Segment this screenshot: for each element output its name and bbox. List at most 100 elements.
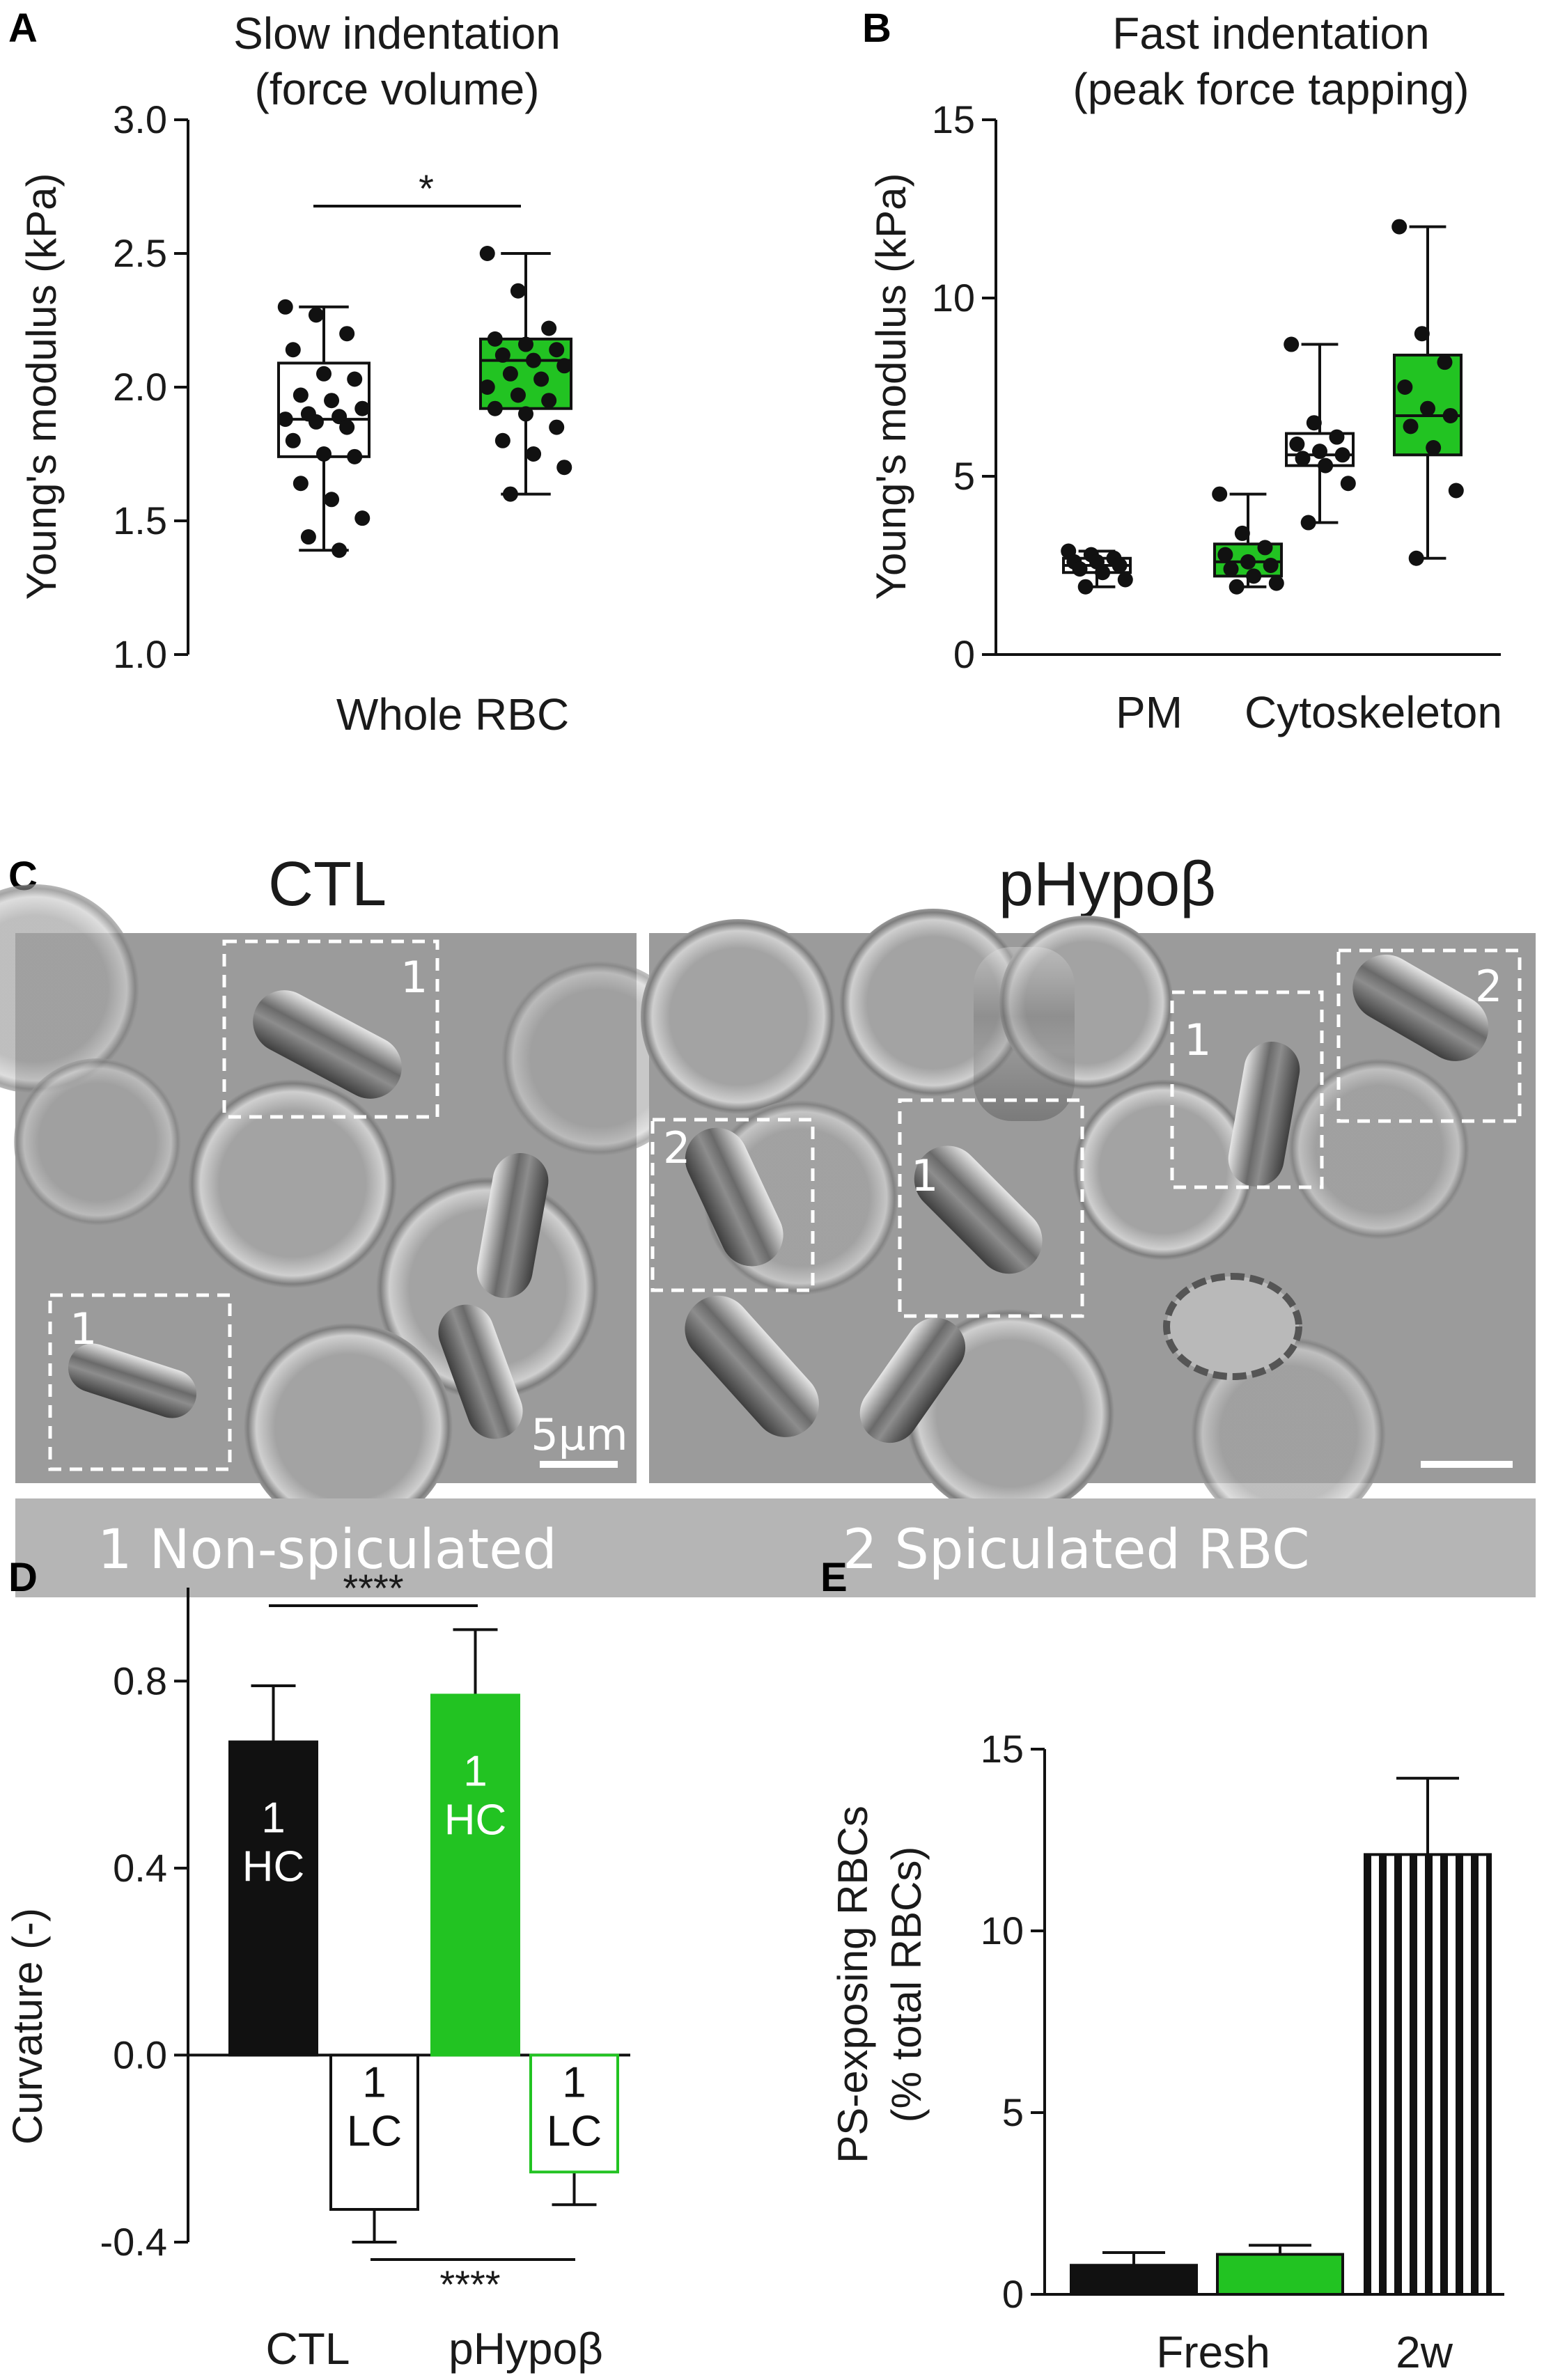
panel-d-bar: [228, 1740, 318, 2057]
panel-e-category-2w: 2w: [1396, 2327, 1453, 2377]
panel-d-y-tick-label: 0.4: [113, 1846, 167, 1890]
panel-a-data-point: [354, 510, 371, 526]
panel-a-x-axis-label: Whole RBC: [336, 689, 569, 739]
panel-a-data-point: [293, 387, 309, 403]
phypo-cell-4: [1352, 955, 1489, 1061]
ctl-box-1-number: 1: [400, 952, 428, 1003]
ctl-title: CTL: [268, 850, 387, 919]
panel-b-data-point: [1240, 554, 1256, 570]
panel-b-data-point: [1229, 579, 1245, 595]
ctl-scale-bar-label: 5µm: [531, 1409, 627, 1460]
panel-e-y-tick-label: 5: [1002, 2090, 1024, 2134]
panel-a-y-axis-label: Young's modulus (kPa): [18, 173, 65, 600]
panel-a-data-point: [549, 342, 565, 358]
legend-banner: [15, 1498, 1536, 1597]
panel-e-bar: [1216, 2253, 1344, 2296]
panel-d-bar: [430, 1693, 520, 2057]
panel-label-a: A: [8, 6, 38, 51]
ctl-micrograph: 1 1 5µm: [0, 884, 696, 1532]
panel-b-title-line-2: (peak force tapping): [1073, 64, 1469, 114]
panel-b-y-tick-label: 15: [932, 97, 975, 141]
panel-a-data-point: [300, 529, 316, 545]
panel-b-data-point: [1340, 476, 1356, 492]
panel-a-y-axis: 1.0 1.5 2.0 2.5 3.0: [113, 97, 189, 676]
panel-a-y-tick-label: 1.5: [113, 499, 167, 542]
legend-banner-spiculated: 2 Spiculated RBC: [843, 1519, 1310, 1581]
panel-d-category-phypo: pHypoβ: [449, 2324, 603, 2374]
panel-a-data-point: [316, 446, 332, 462]
panel-a-data-point: [487, 331, 503, 347]
panel-a-data-point: [526, 446, 542, 462]
panel-d-bar-label-class: HC: [242, 1843, 305, 1891]
phypo-cell-2: [914, 1145, 1043, 1274]
panel-a-data-point: [308, 307, 324, 323]
panel-a-data-point: [324, 492, 340, 508]
panel-a-data-point: [354, 400, 371, 416]
panel-d-y-tick-label: -0.4: [100, 2220, 168, 2264]
panel-b-data-point: [1397, 379, 1413, 395]
panel-d-significance-mark-bottom: ****: [439, 2262, 500, 2306]
panel-b-title-line-1: Fast indentation: [1112, 8, 1429, 58]
panel-a-data-point: [541, 320, 557, 336]
panel-a-data-point: [533, 371, 549, 387]
panel-b-y-axis: 0 5 10 15: [932, 97, 1501, 676]
panel-a-data-point: [339, 326, 355, 342]
ctl-cell-3: [476, 1153, 549, 1299]
panel-e-bar: [1070, 2264, 1198, 2296]
panel-b-data-point: [1300, 515, 1316, 531]
panel-b-data-point: [1318, 457, 1334, 473]
panel-c-micrographs: C CTL pHypoβ 1 1 5µm: [0, 850, 1536, 1597]
panel-b-data-point: [1442, 407, 1458, 423]
panel-d-bar-label-number: 1: [261, 1794, 285, 1842]
ctl-highlight-box-2: [48, 1293, 232, 1471]
phypo-highlight-box-3: [1170, 990, 1324, 1189]
panel-a-y-tick-label: 3.0: [113, 97, 167, 141]
panel-b-data-point: [1284, 336, 1300, 352]
panel-e-y-tick-label: 0: [1002, 2272, 1024, 2316]
panel-b-data-point: [1072, 561, 1088, 577]
panel-a-y-tick-label: 2.0: [113, 365, 167, 409]
panel-e-y-axis-label-line-2: (% total RBCs): [883, 1847, 930, 2123]
panel-e-y-tick-label: 15: [981, 1727, 1024, 1771]
phypo-box-4-number: 2: [1475, 961, 1502, 1012]
panel-b-category-cytoskeleton: Cytoskeleton: [1245, 687, 1502, 737]
panel-b-data-point: [1257, 540, 1273, 556]
phypo-scale-bar: [1421, 1461, 1513, 1468]
panel-d-bar-label-number: 1: [463, 1747, 487, 1795]
panel-b-data-point: [1263, 558, 1279, 573]
panel-b-data-point: [1268, 575, 1284, 591]
panel-d-significance-mark-top: ****: [343, 1566, 403, 1610]
panel-e-bar: [1364, 1853, 1492, 2296]
phypo-micrograph: 2 1 1 2: [641, 909, 1536, 1532]
panel-a-data-point: [526, 352, 542, 368]
panel-b-data-point: [1112, 558, 1128, 573]
phypo-spiculated-cell: [1163, 1273, 1302, 1380]
panel-a-data-point: [541, 393, 557, 409]
panel-a-data-point: [308, 414, 324, 430]
panel-b-data-point: [1289, 436, 1305, 452]
ctl-scale-bar: [540, 1461, 618, 1468]
panel-a-data-point: [339, 419, 355, 435]
panel-a-data-point: [285, 432, 301, 448]
panel-e-y-axis-label-line-1: PS-exposing RBCs: [829, 1806, 876, 2163]
panel-a-data-point: [502, 486, 518, 502]
panel-a-data-point: [556, 358, 572, 374]
phypo-title: pHypoβ: [999, 850, 1216, 919]
panel-b-y-tick-label: 5: [953, 454, 975, 498]
panel-a-data-point: [556, 460, 572, 476]
panel-a-title-line-1: Slow indentation: [233, 8, 561, 58]
panel-a-data-point: [316, 366, 332, 382]
panel-a-data-point: [332, 409, 348, 425]
panel-a-data-point: [324, 393, 340, 409]
panel-b-data-point: [1077, 579, 1093, 595]
panel-a-data-point: [502, 366, 518, 382]
panel-a-data-point: [293, 476, 309, 492]
panel-d-bar-label-class: LC: [347, 2107, 402, 2155]
panel-label-d: D: [8, 1555, 38, 1600]
phypo-highlight-box-4: [1336, 948, 1522, 1123]
panel-b-category-pm: PM: [1116, 687, 1183, 737]
panel-b-data-point: [1095, 565, 1111, 581]
panel-a-title-line-2: (force volume): [255, 64, 540, 114]
panel-b-data-point: [1217, 547, 1233, 563]
